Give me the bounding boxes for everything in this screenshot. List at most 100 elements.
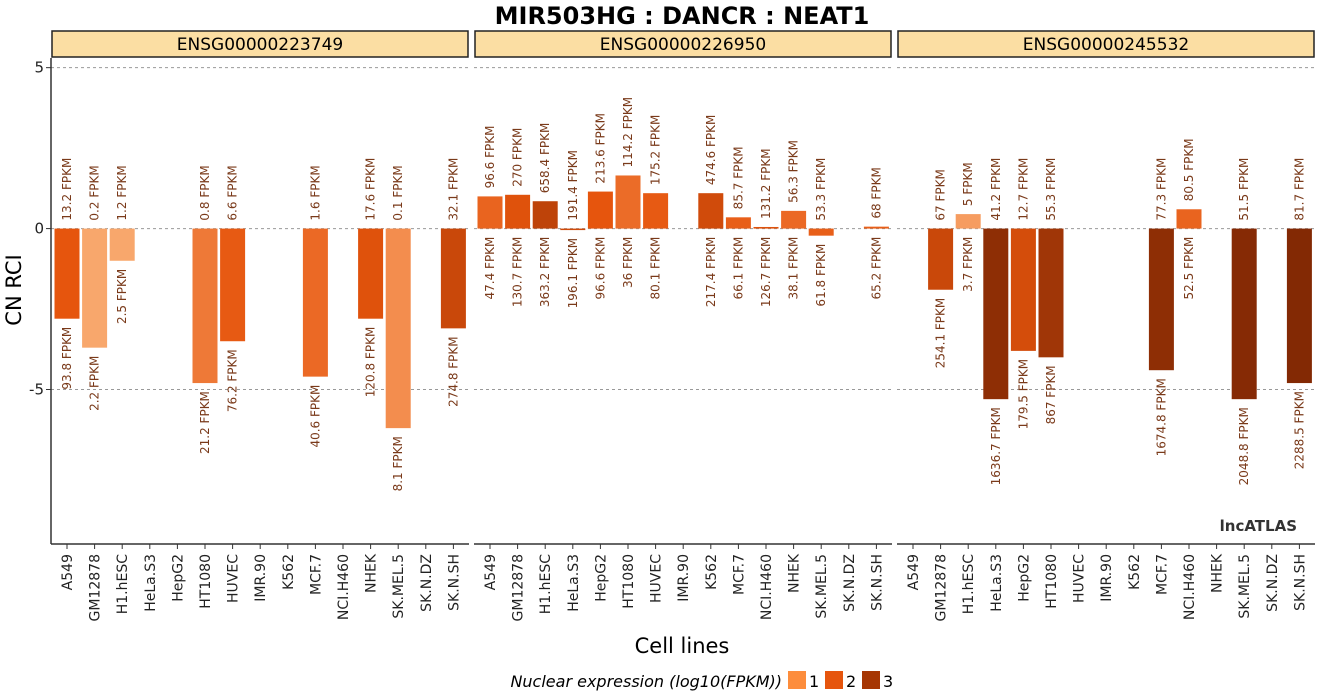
bar (983, 228, 1009, 400)
bar (54, 228, 80, 319)
nuclear-fpkm-label: 80.1 FPKM (649, 237, 663, 300)
cytoplasm-fpkm-label: 6.6 FPKM (226, 165, 240, 220)
value-labels: 13.2 FPKM 93.8 FPKM 0.2 FPKM 2.2 FPKM 1.2 FP… (60, 97, 1306, 491)
bar (1148, 228, 1174, 371)
legend-title: Nuclear expression (log10(FPKM)) (510, 672, 782, 691)
x-tick-label: GM12878 (511, 554, 527, 621)
bar (302, 228, 328, 377)
x-tick-label: HUVEC (1072, 554, 1088, 603)
x-tick-label: HeLa.S3 (143, 554, 159, 612)
nuclear-fpkm-label: 1636.7 FPKM (989, 407, 1003, 485)
nuclear-fpkm-label: 2.2 FPKM (88, 356, 102, 411)
x-tick-label: A549 (60, 554, 76, 590)
bar (781, 210, 807, 229)
x-tick-label: K562 (704, 554, 720, 590)
x-tick-label: IMR.90 (253, 554, 269, 602)
x-tick-label: HT1080 (621, 554, 637, 609)
x-tick-label: GM12878 (88, 554, 104, 621)
legend-label: 1 (809, 672, 819, 691)
bar (1010, 228, 1036, 351)
x-tick-label: A549 (906, 554, 922, 590)
chart-title: MIR503HG : DANCR : NEAT1 (495, 2, 870, 30)
cytoplasm-fpkm-label: 41.2 FPKM (989, 158, 1003, 221)
bar (192, 228, 218, 384)
x-tick-label: SK.MEL.5 (814, 554, 830, 619)
cytoplasm-fpkm-label: 51.5 FPKM (1237, 158, 1251, 221)
nuclear-fpkm-label: 130.7 FPKM (511, 237, 525, 308)
bar (440, 228, 466, 329)
nuclear-fpkm-label: 93.8 FPKM (60, 327, 74, 390)
bar (477, 196, 503, 229)
cytoplasm-fpkm-label: 67 FPKM (934, 169, 948, 220)
x-tick-label: SK.N.SH (446, 554, 462, 611)
nuclear-fpkm-label: 126.7 FPKM (759, 237, 773, 308)
cytoplasm-fpkm-label: 658.4 FPKM (538, 123, 552, 194)
cytoplasm-fpkm-label: 53.3 FPKM (814, 158, 828, 221)
bar (220, 228, 246, 342)
cytoplasm-fpkm-label: 17.6 FPKM (364, 158, 378, 221)
nuclear-fpkm-label: 2288.5 FPKM (1292, 391, 1306, 469)
x-tick-label: H1.hESC (115, 554, 131, 614)
legend: Nuclear expression (log10(FPKM)) 1 2 3 (510, 671, 893, 691)
cytoplasm-fpkm-label: 85.7 FPKM (731, 146, 745, 209)
nuclear-fpkm-label: 120.8 FPKM (364, 327, 378, 398)
nuclear-fpkm-label: 96.6 FPKM (593, 237, 607, 300)
x-tick-label: NHEK (787, 553, 803, 593)
nuclear-fpkm-label: 40.6 FPKM (308, 385, 322, 448)
x-tick-label: K562 (281, 554, 297, 590)
nuclear-fpkm-label: 38.1 FPKM (787, 237, 801, 300)
bar (643, 193, 669, 229)
cytoplasm-fpkm-label: 131.2 FPKM (759, 148, 773, 219)
cytoplasm-fpkm-label: 96.6 FPKM (483, 125, 497, 188)
facet-strip-label: ENSG00000245532 (1023, 35, 1189, 55)
x-tick-label: A549 (483, 554, 499, 590)
x-tick-label: SK.MEL.5 (1237, 554, 1253, 619)
cytoplasm-fpkm-label: 474.6 FPKM (704, 115, 718, 186)
legend-label: 3 (883, 672, 893, 691)
bar (560, 228, 586, 231)
x-tick-label: NHEK (1210, 553, 1226, 593)
cytoplasm-fpkm-label: 0.1 FPKM (391, 165, 405, 220)
bar (863, 226, 889, 229)
bar (1231, 228, 1257, 400)
y-tick-label: 0 (34, 220, 44, 238)
x-tick-label: NCI.H460 (1182, 554, 1198, 620)
cytoplasm-fpkm-label: 270 FPKM (511, 128, 525, 187)
nuclear-fpkm-label: 61.8 FPKM (814, 244, 828, 307)
nuclear-fpkm-label: 36 FPKM (621, 237, 635, 288)
x-tick-label: NCI.H460 (336, 554, 352, 620)
y-tick-label: 5 (34, 59, 44, 77)
bar (1176, 209, 1202, 229)
cytoplasm-fpkm-label: 32.1 FPKM (446, 158, 460, 221)
x-tick-label: IMR.90 (676, 554, 692, 602)
bar (698, 193, 724, 229)
cytoplasm-fpkm-label: 213.6 FPKM (593, 113, 607, 184)
nuclear-fpkm-label: 52.5 FPKM (1182, 237, 1196, 300)
bar (955, 214, 981, 229)
nuclear-fpkm-label: 66.1 FPKM (731, 237, 745, 300)
bar (385, 228, 411, 429)
axes: A549 GM12878 H1.hESC HeLa.S3 HepG2 HT1080 HUVE… (29, 58, 1315, 621)
bar (1286, 228, 1312, 384)
bar (109, 228, 135, 261)
facet-strips: ENSG00000223749 ENSG00000226950 ENSG000002… (51, 30, 1315, 58)
bar (505, 194, 531, 229)
x-tick-label: MCF.7 (731, 554, 747, 595)
cytoplasm-fpkm-label: 114.2 FPKM (621, 97, 635, 168)
y-axis-title: CN RCI (2, 254, 26, 325)
cytoplasm-fpkm-label: 1.2 FPKM (115, 165, 129, 220)
nuclear-fpkm-label: 65.2 FPKM (869, 237, 883, 300)
bars (54, 175, 1312, 429)
facet-strip-bg (474, 30, 892, 58)
bar (615, 175, 641, 229)
nuclear-fpkm-label: 867 FPKM (1044, 365, 1058, 424)
x-tick-label: SK.N.DZ (842, 554, 858, 612)
cytoplasm-fpkm-label: 191.4 FPKM (566, 150, 580, 221)
cytoplasm-fpkm-label: 81.7 FPKM (1292, 158, 1306, 221)
x-tick-label: GM12878 (934, 554, 950, 621)
cytoplasm-fpkm-label: 13.2 FPKM (60, 158, 74, 221)
nuclear-fpkm-label: 76.2 FPKM (226, 349, 240, 412)
nuclear-fpkm-label: 21.2 FPKM (198, 391, 212, 454)
nuclear-fpkm-label: 2.5 FPKM (115, 269, 129, 324)
facet-strip-label: ENSG00000226950 (600, 35, 766, 55)
